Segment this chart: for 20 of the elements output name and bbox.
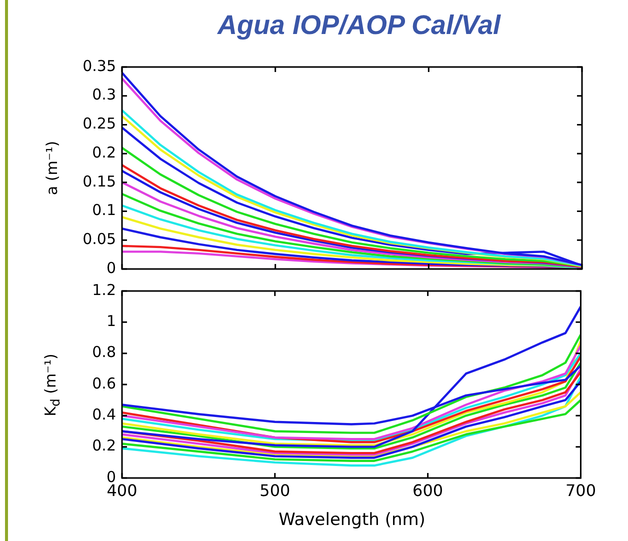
y-tick-label: 0.15 [82, 172, 116, 190]
x-tick-label: 700 [565, 480, 596, 500]
y-tick-label: 0.25 [82, 114, 116, 133]
x-tick-label: 500 [260, 480, 290, 500]
y-tick-label: 0.1 [92, 201, 116, 220]
y-tick-label: 0.8 [92, 343, 116, 362]
y-tick-label: 0.35 [82, 56, 116, 75]
x-axis-title: Wavelength (nm) [278, 510, 426, 530]
chart-title: Agua IOP/AOP Cal/Val [216, 10, 502, 41]
y-tick-label: 0.05 [82, 230, 116, 248]
y-axis-title: a (m⁻¹) [43, 140, 61, 196]
y-tick-label: 1 [106, 312, 116, 330]
y-tick-label: 0.3 [92, 86, 116, 104]
y-tick-label: 0.4 [92, 406, 116, 424]
y-tick-label: 0.2 [92, 143, 116, 162]
y-tick-label: 1.2 [92, 280, 116, 299]
y-tick-label: 0 [106, 258, 116, 277]
y-tick-label: 0.2 [92, 436, 116, 455]
y-tick-label: 0.6 [92, 374, 116, 392]
x-tick-label: 600 [412, 480, 444, 500]
